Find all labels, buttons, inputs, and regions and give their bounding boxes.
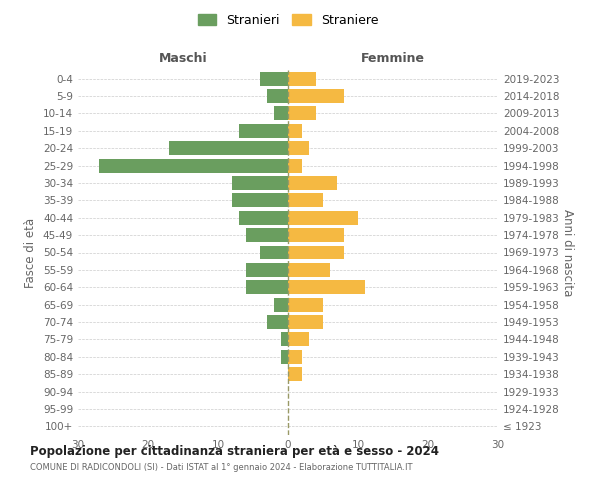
- Text: Femmine: Femmine: [361, 52, 425, 65]
- Bar: [288, 367, 302, 381]
- Bar: [288, 263, 330, 277]
- Bar: [239, 124, 288, 138]
- Bar: [288, 211, 358, 224]
- Bar: [288, 106, 316, 120]
- Bar: [288, 142, 309, 155]
- Bar: [274, 106, 288, 120]
- Bar: [260, 246, 288, 260]
- Legend: Stranieri, Straniere: Stranieri, Straniere: [193, 8, 383, 32]
- Bar: [169, 142, 288, 155]
- Bar: [288, 158, 302, 172]
- Bar: [281, 350, 288, 364]
- Bar: [232, 176, 288, 190]
- Bar: [274, 298, 288, 312]
- Bar: [288, 298, 323, 312]
- Bar: [288, 72, 316, 86]
- Bar: [267, 315, 288, 329]
- Bar: [288, 176, 337, 190]
- Bar: [288, 315, 323, 329]
- Bar: [288, 228, 344, 242]
- Bar: [288, 280, 365, 294]
- Bar: [288, 194, 323, 207]
- Bar: [246, 280, 288, 294]
- Bar: [267, 89, 288, 103]
- Bar: [288, 246, 344, 260]
- Text: Popolazione per cittadinanza straniera per età e sesso - 2024: Popolazione per cittadinanza straniera p…: [30, 444, 439, 458]
- Bar: [260, 72, 288, 86]
- Y-axis label: Fasce di età: Fasce di età: [25, 218, 37, 288]
- Bar: [232, 194, 288, 207]
- Bar: [246, 228, 288, 242]
- Bar: [281, 332, 288, 346]
- Bar: [288, 89, 344, 103]
- Text: COMUNE DI RADICONDOLI (SI) - Dati ISTAT al 1° gennaio 2024 - Elaborazione TUTTIT: COMUNE DI RADICONDOLI (SI) - Dati ISTAT …: [30, 464, 413, 472]
- Bar: [99, 158, 288, 172]
- Y-axis label: Anni di nascita: Anni di nascita: [560, 209, 574, 296]
- Text: Maschi: Maschi: [158, 52, 208, 65]
- Bar: [239, 211, 288, 224]
- Bar: [288, 124, 302, 138]
- Bar: [288, 332, 309, 346]
- Bar: [288, 350, 302, 364]
- Bar: [246, 263, 288, 277]
